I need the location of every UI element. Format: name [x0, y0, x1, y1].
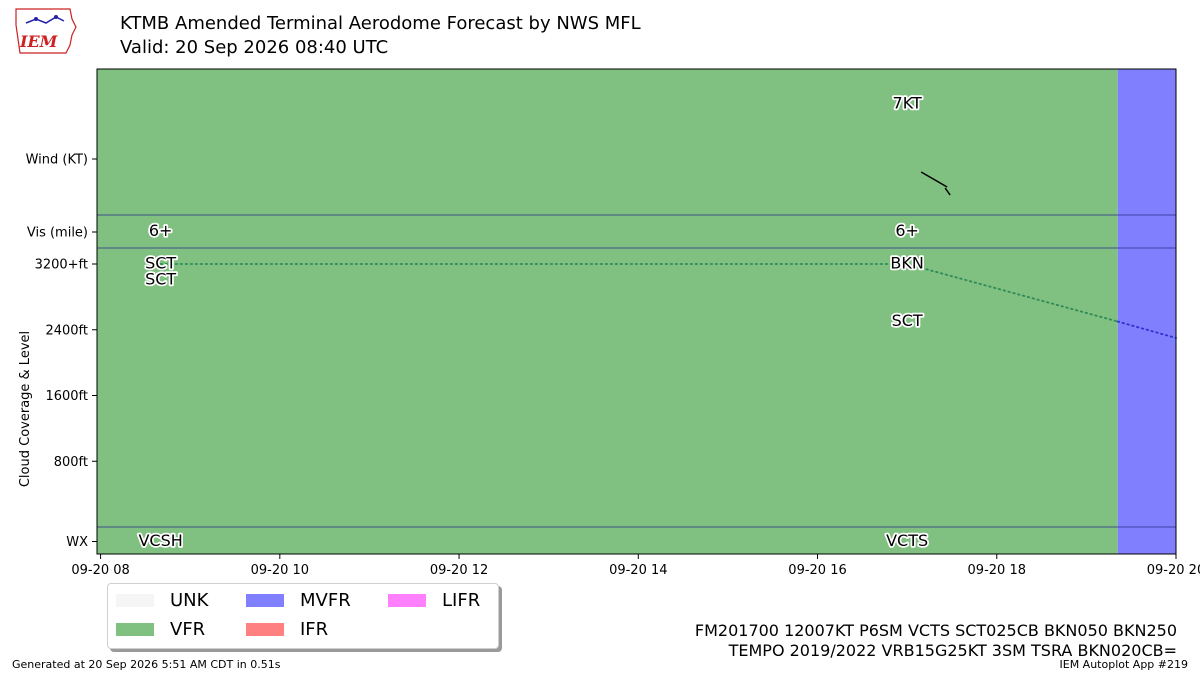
- x-tick-label: 09-20 16: [788, 563, 846, 578]
- cloud-cover-label: SCT: [145, 270, 176, 289]
- category-band-vfr: [97, 69, 1118, 554]
- taf-text-line-1: FM201700 12007KT P6SM VCTS SCT025CB BKN0…: [694, 621, 1177, 640]
- taf-text-line-2: TEMPO 2019/2022 VRB15G25KT 3SM TSRA BKN0…: [728, 641, 1177, 660]
- legend-label: MVFR: [300, 589, 351, 611]
- legend-label: UNK: [170, 589, 209, 611]
- x-tick-label: 09-20 12: [430, 563, 488, 578]
- ceiling-line-layer: [159, 263, 1177, 339]
- legend-swatch: [388, 593, 426, 607]
- legend-swatch: [116, 622, 154, 636]
- x-tick-label: 09-20 10: [251, 563, 309, 578]
- cloud-tick-label: 1600ft: [45, 389, 88, 404]
- y-axis-label: Cloud Coverage & Level: [18, 331, 33, 487]
- category-bands: [97, 69, 1176, 554]
- app-footer: IEM Autoplot App #219: [1059, 658, 1189, 671]
- legend-item-vfr: VFR: [116, 617, 205, 641]
- wx-row-label: WX: [66, 535, 88, 550]
- iem-logo-icon: IEM: [15, 8, 77, 54]
- wind-row-label: Wind (KT): [26, 153, 88, 168]
- legend-item-unk: UNK: [116, 588, 208, 612]
- logo-text: IEM: [19, 32, 59, 51]
- cloud-tick-label: 2400ft: [45, 323, 88, 338]
- x-tick-label: 09-20 20: [1147, 563, 1200, 578]
- wx-label: VCTS: [886, 531, 928, 550]
- iem-logo: IEM: [12, 5, 78, 57]
- legend-label: VFR: [170, 618, 206, 640]
- wind-barb-staff: [920, 171, 948, 188]
- legend-item-mvfr: MVFR: [246, 588, 351, 612]
- plot-frame: [96, 68, 1177, 555]
- legend-item-lifr: LIFR: [388, 588, 480, 612]
- cloud-tick-label: 3200+ft: [35, 258, 88, 273]
- ceiling-segment: [906, 263, 1119, 323]
- category-band-mvfr: [1117, 69, 1176, 554]
- chart-subtitle: Valid: 20 Sep 2026 08:40 UTC: [120, 37, 389, 58]
- cloud-cover-label: SCT: [145, 254, 176, 273]
- wx-label: VCSH: [138, 531, 182, 550]
- vis-label: 6+: [895, 221, 919, 240]
- legend-label: LIFR: [442, 589, 481, 611]
- chart-title: KTMB Amended Terminal Aerodome Forecast …: [120, 13, 641, 34]
- cloud-cover-label: SCT: [892, 311, 923, 330]
- wind-barb: [920, 171, 951, 196]
- x-tick-label: 09-20 08: [71, 563, 129, 578]
- legend-swatch: [246, 622, 284, 636]
- wind-barb-flag: [944, 187, 951, 196]
- legend-label: IFR: [300, 618, 329, 640]
- legend-swatch: [246, 593, 284, 607]
- vis-row-label: Vis (mile): [27, 226, 88, 241]
- legend: UNK MVFR LIFR VFR IFR: [107, 583, 499, 649]
- legend-item-ifr: IFR: [246, 617, 328, 641]
- x-tick-label: 09-20 18: [968, 563, 1026, 578]
- generated-footer: Generated at 20 Sep 2026 5:51 AM CDT in …: [12, 658, 281, 671]
- chart-axes: 09-20 08 09-20 10 09-20 12 09-20 14 09-20 16…: [18, 68, 1200, 578]
- vis-label: 6+: [149, 221, 173, 240]
- ceiling-segment: [1116, 320, 1177, 339]
- cloud-tick-label: 800ft: [54, 455, 88, 470]
- legend-swatch: [116, 593, 154, 607]
- x-tick-label: 09-20 14: [609, 563, 667, 578]
- cloud-cover-label: BKN: [890, 254, 923, 273]
- row-separators: [97, 214, 1176, 528]
- wind-speed-label: 7KT: [893, 94, 922, 113]
